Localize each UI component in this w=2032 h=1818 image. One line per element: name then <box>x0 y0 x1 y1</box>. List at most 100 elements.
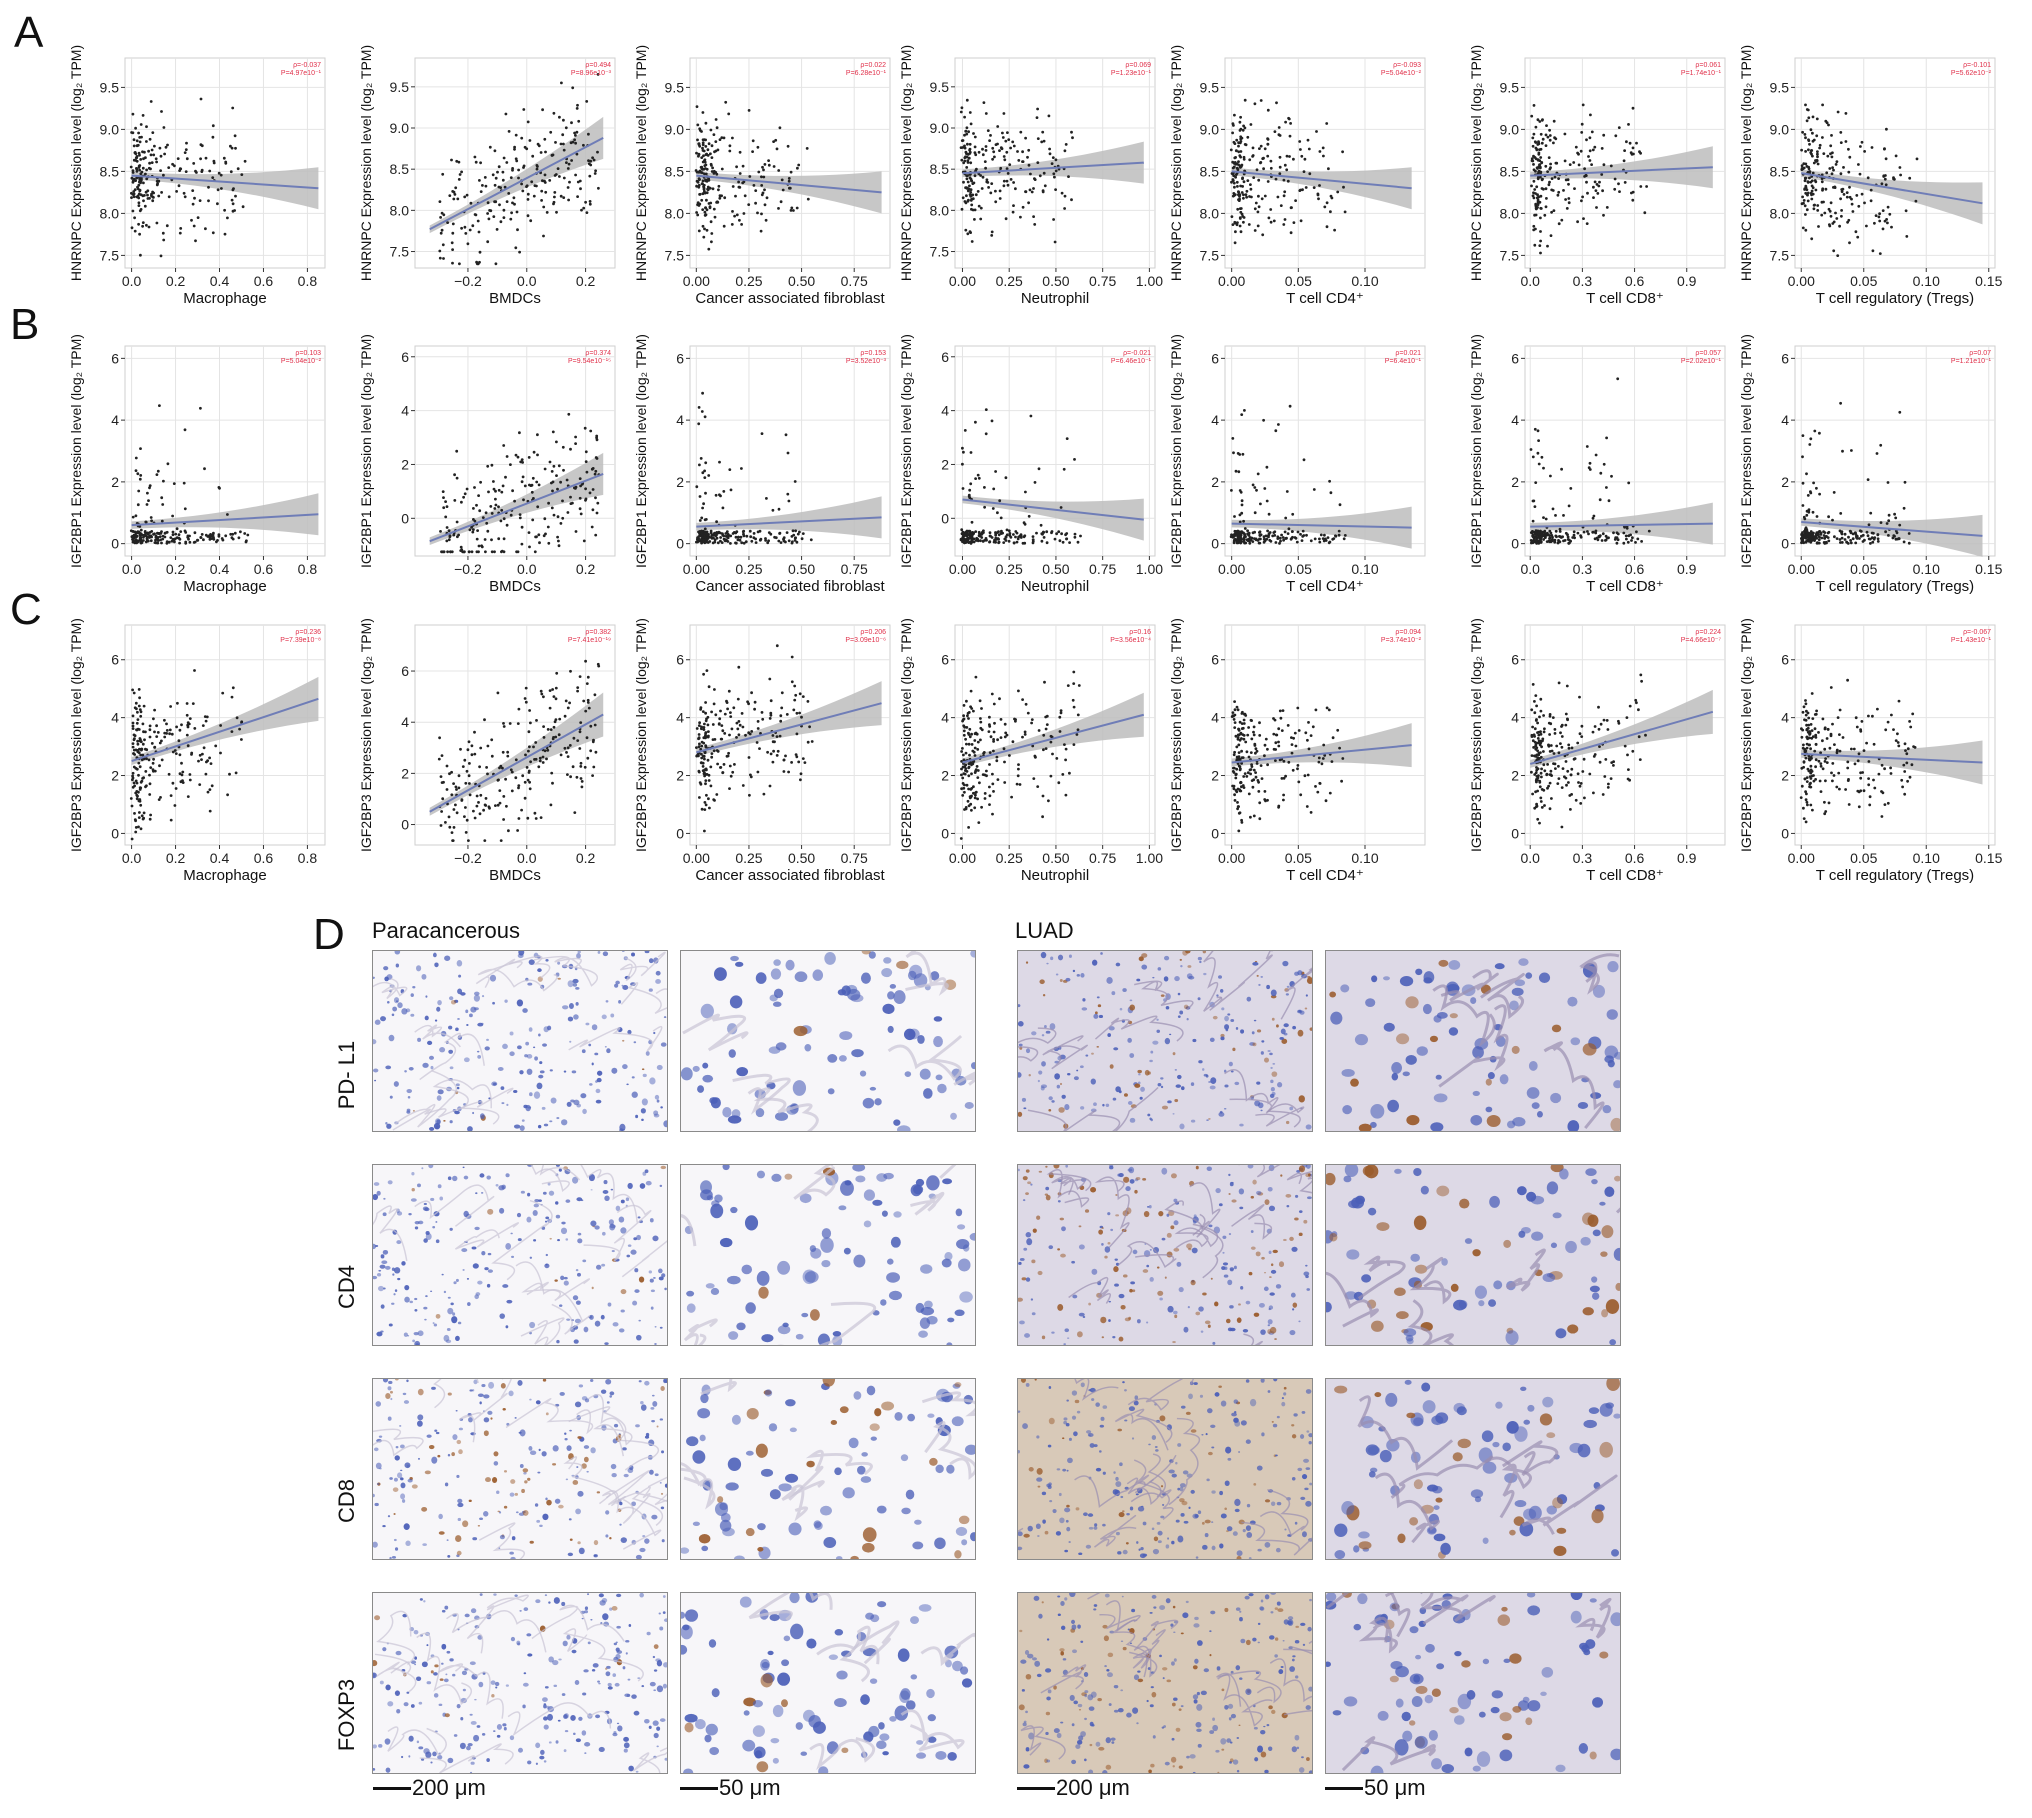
data-point <box>794 529 797 533</box>
data-point <box>573 138 576 142</box>
data-point <box>1231 784 1234 788</box>
data-point <box>594 456 598 459</box>
data-point <box>1282 538 1285 542</box>
data-point <box>975 765 979 768</box>
data-point <box>1237 160 1240 164</box>
data-point <box>1019 215 1022 219</box>
data-point <box>588 202 592 206</box>
data-point <box>1884 530 1887 534</box>
data-point <box>141 742 145 746</box>
data-point <box>1341 150 1344 154</box>
data-point <box>778 734 782 738</box>
data-point <box>1266 763 1269 767</box>
y-tick-label: 9.5 <box>390 79 410 95</box>
data-point <box>507 192 511 195</box>
data-point <box>150 161 154 165</box>
data-point <box>740 712 744 715</box>
data-point <box>1073 458 1076 461</box>
data-point <box>584 659 587 663</box>
data-point <box>1803 204 1807 208</box>
data-point <box>1064 793 1068 797</box>
data-point <box>517 784 521 787</box>
data-point <box>1539 207 1543 210</box>
data-point <box>969 231 972 235</box>
data-point <box>535 164 539 167</box>
data-point <box>752 532 756 535</box>
y-axis-label: IGF2BP1 Expression level (log₂ TPM) <box>68 334 84 568</box>
data-point <box>470 744 474 748</box>
data-point <box>537 765 541 769</box>
data-point <box>1599 471 1603 475</box>
data-point <box>1898 523 1902 527</box>
data-point <box>216 202 219 206</box>
data-point <box>1871 249 1875 253</box>
x-tick-label: 0.6 <box>254 561 274 577</box>
data-point <box>1246 529 1249 533</box>
stat-label: ρ=0.057 <box>1695 350 1721 357</box>
data-point <box>478 260 481 264</box>
data-point <box>535 184 538 188</box>
data-point <box>530 180 534 184</box>
data-point <box>565 161 568 165</box>
data-point <box>790 680 794 684</box>
data-point <box>459 747 462 751</box>
data-point <box>1579 534 1582 537</box>
data-point <box>1558 530 1562 533</box>
data-point <box>1585 138 1588 142</box>
data-point <box>791 540 794 544</box>
data-point <box>1617 126 1621 129</box>
data-point <box>1000 529 1003 533</box>
x-axis-label: Neutrophil <box>1021 290 1089 307</box>
data-point <box>146 193 149 197</box>
data-point <box>1305 533 1308 537</box>
data-point <box>963 765 967 769</box>
data-point <box>995 755 999 759</box>
data-point <box>1269 208 1273 211</box>
data-point <box>1009 535 1013 539</box>
data-point <box>551 480 555 484</box>
data-point <box>594 496 597 500</box>
data-point <box>1032 777 1036 780</box>
scatter-points <box>695 644 814 833</box>
data-point <box>705 208 709 212</box>
data-point <box>1050 531 1053 535</box>
data-point <box>730 223 734 226</box>
data-point <box>712 536 715 540</box>
data-point <box>704 701 707 704</box>
data-point <box>723 732 727 735</box>
data-point <box>145 757 148 761</box>
data-point <box>451 261 454 265</box>
x-tick-label: 0.9 <box>1677 561 1697 577</box>
data-point <box>1585 445 1589 448</box>
x-tick-label: 0.10 <box>1913 561 1940 577</box>
data-point <box>1849 539 1852 542</box>
data-point <box>1246 771 1250 775</box>
data-point <box>133 188 137 192</box>
data-point <box>719 766 723 769</box>
data-point <box>701 149 705 152</box>
data-point <box>701 143 705 147</box>
data-point <box>532 497 535 500</box>
data-point <box>145 177 149 181</box>
data-point <box>968 753 971 757</box>
data-point <box>965 166 969 169</box>
data-point <box>172 482 176 485</box>
data-point <box>1534 125 1538 129</box>
data-point <box>1077 684 1081 687</box>
data-point <box>1033 223 1037 226</box>
data-point <box>1026 711 1030 715</box>
data-point <box>559 480 562 484</box>
data-point <box>800 715 803 719</box>
data-point <box>1532 196 1536 200</box>
data-point <box>169 536 173 539</box>
data-point <box>239 530 242 534</box>
data-point <box>1292 221 1296 225</box>
data-point <box>1252 725 1256 729</box>
data-point <box>1027 148 1031 152</box>
data-point <box>180 761 183 765</box>
data-point <box>556 535 559 539</box>
data-point <box>1269 159 1273 163</box>
data-point <box>1813 539 1816 542</box>
data-point <box>1003 760 1006 764</box>
